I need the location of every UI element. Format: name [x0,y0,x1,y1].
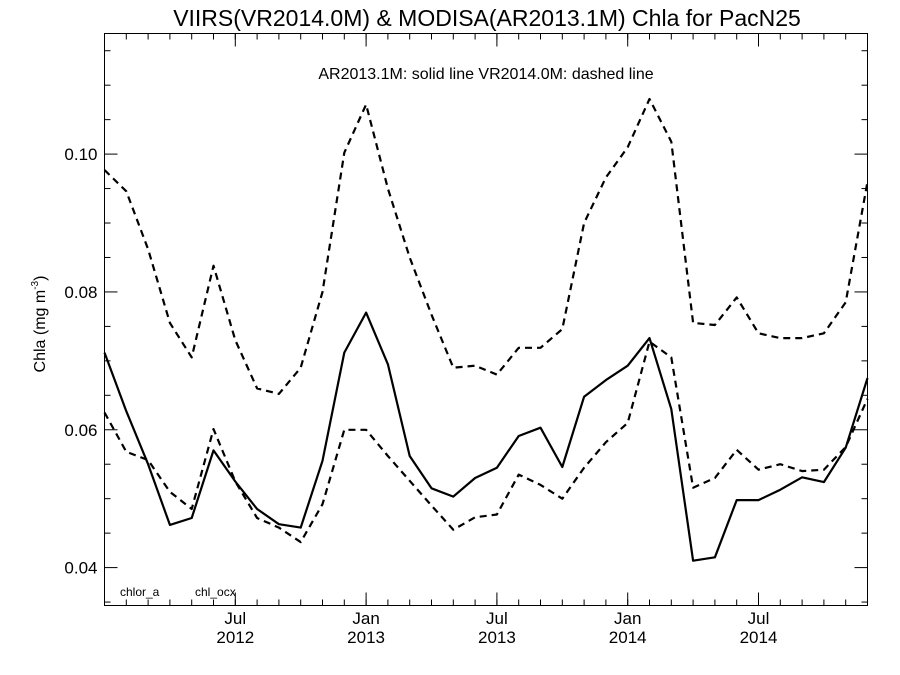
y-tick-label: 0.10 [64,145,97,164]
x-tick-month: Jul [224,609,246,628]
y-axis: 0.04 0.06 0.08 0.10 [64,50,868,603]
y-axis-label: Chla (mg m-3) [30,276,49,373]
x-tick-month: Jan [614,609,641,628]
series-chlor-a-solid-line [103,311,869,562]
x-tick-month: Jul [486,609,508,628]
x-tick-year: 2014 [609,628,647,647]
x-tick-year: 2014 [740,628,778,647]
plot-frame [104,33,868,606]
y-tick-label: 0.06 [64,421,97,440]
x-tick-year: 2013 [347,628,385,647]
series-layer [103,97,869,562]
line-style-note: AR2013.1M: solid line VR2014.0M: dashed … [318,66,653,83]
x-tick-month: Jul [748,609,770,628]
series-chl-ocx-dashed-line [103,97,869,395]
y-axis-label-main: Chla (mg m [32,290,49,373]
chart-title: VIIRS(VR2014.0M) & MODISA(AR2013.1M) Chl… [173,5,801,31]
y-tick-label: 0.04 [64,559,97,578]
x-tick-year: 2013 [478,628,516,647]
x-tick-month: Jan [352,609,379,628]
y-tick-label: 0.08 [64,283,97,302]
x-tick-year: 2012 [216,628,254,647]
y-axis-label-sup: -3 [30,280,41,289]
y-axis-label-close: ) [32,276,49,281]
legend-label-chl-ocx: chl_ocx [195,585,236,599]
series-chlor-a-dashed-line [103,340,869,544]
legend-label-chlor-a: chlor_a [120,585,160,599]
